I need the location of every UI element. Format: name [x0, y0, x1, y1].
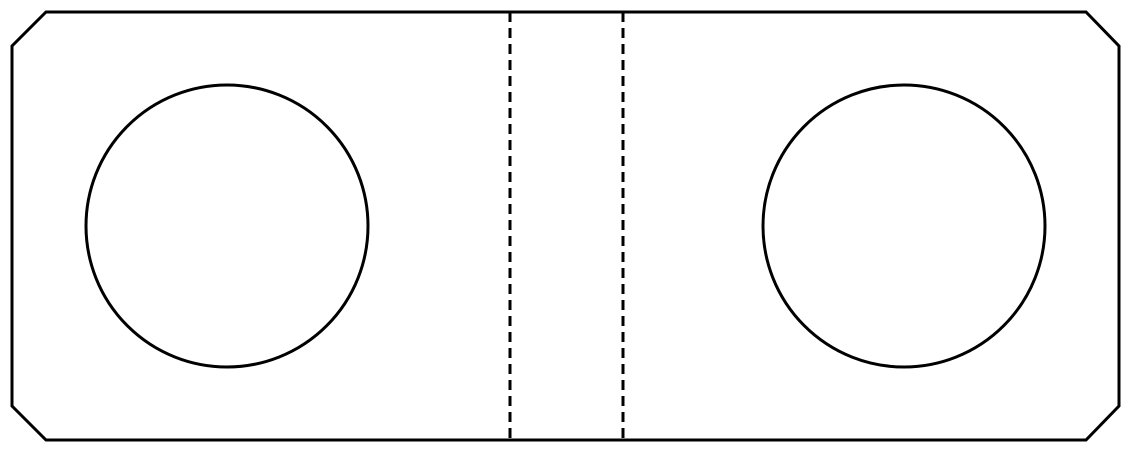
- left-hole: [84, 83, 370, 369]
- right-hole: [761, 83, 1047, 369]
